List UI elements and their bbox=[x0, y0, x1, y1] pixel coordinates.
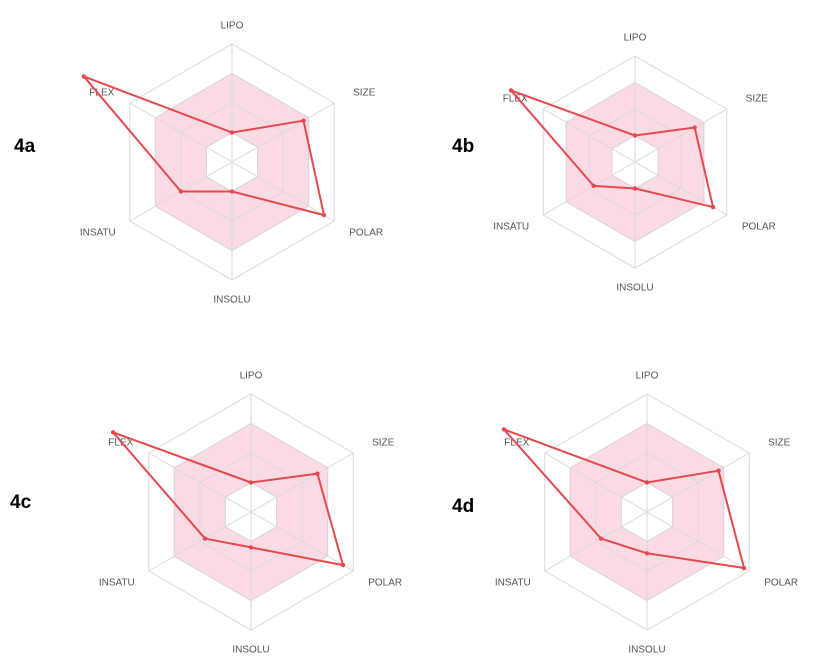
axis-spoke bbox=[542, 161, 636, 216]
axis-spoke bbox=[231, 102, 335, 163]
axis-spoke bbox=[544, 452, 648, 513]
axis-label-lipo: LIPO bbox=[221, 21, 244, 32]
axis-label-insatu: INSATU bbox=[495, 578, 531, 589]
data-point-size bbox=[315, 471, 320, 476]
axis-spoke bbox=[542, 108, 636, 163]
data-point-size bbox=[692, 125, 697, 130]
data-point-polar bbox=[741, 565, 747, 571]
axis-label-polar: POLAR bbox=[742, 222, 776, 233]
data-point-size bbox=[716, 468, 721, 473]
data-point-lipo bbox=[632, 133, 638, 138]
axis-spoke bbox=[148, 511, 252, 572]
axis-spoke bbox=[250, 452, 354, 513]
axis-spoke bbox=[634, 108, 728, 163]
panel-label-4d: 4d bbox=[452, 496, 475, 517]
data-point-insolu bbox=[248, 545, 254, 550]
axis-label-insolu: INSOLU bbox=[213, 295, 250, 306]
data-point-flex bbox=[81, 74, 87, 79]
data-point-lipo bbox=[248, 480, 254, 485]
axis-label-size: SIZE bbox=[372, 438, 395, 449]
data-point-flex bbox=[501, 427, 507, 432]
axis-label-flex: FLEX bbox=[503, 94, 528, 105]
axis-label-polar: POLAR bbox=[764, 578, 798, 589]
axis-label-insatu: INSATU bbox=[99, 578, 135, 589]
radar-chart-4c: LIPO SIZE POLAR INSOLU INSATU FLEX bbox=[99, 371, 402, 656]
axis-spoke bbox=[129, 102, 233, 163]
axis-label-size: SIZE bbox=[746, 94, 769, 105]
data-point-flex bbox=[508, 88, 514, 93]
axis-label-polar: POLAR bbox=[368, 578, 402, 589]
axis-label-size: SIZE bbox=[353, 88, 376, 99]
data-point-insolu bbox=[632, 186, 638, 191]
axis-label-lipo: LIPO bbox=[636, 371, 659, 382]
data-point-insolu bbox=[644, 551, 650, 556]
data-point-lipo bbox=[229, 130, 235, 135]
data-point-insolu bbox=[229, 189, 235, 194]
axis-label-insolu: INSOLU bbox=[616, 283, 653, 294]
data-point-insatu bbox=[598, 536, 604, 541]
axis-label-insatu: INSATU bbox=[493, 222, 529, 233]
data-point-size bbox=[301, 118, 306, 123]
axis-label-flex: FLEX bbox=[108, 438, 133, 449]
axis-spoke bbox=[646, 452, 750, 513]
data-point-insatu bbox=[202, 536, 208, 541]
axis-spoke bbox=[148, 452, 252, 513]
axis-label-flex: FLEX bbox=[89, 88, 114, 99]
axis-label-insatu: INSATU bbox=[80, 228, 116, 239]
axis-label-lipo: LIPO bbox=[240, 371, 263, 382]
axis-label-insolu: INSOLU bbox=[232, 645, 269, 656]
data-point-lipo bbox=[644, 480, 650, 485]
axis-spoke bbox=[231, 161, 335, 222]
axis-label-lipo: LIPO bbox=[624, 33, 647, 44]
radar-chart-4b: LIPO SIZE POLAR INSOLU INSATU FLEX bbox=[493, 33, 776, 294]
data-point-polar bbox=[321, 212, 327, 218]
data-point-polar bbox=[340, 562, 346, 568]
data-point-flex bbox=[110, 430, 116, 435]
axis-spoke bbox=[250, 511, 354, 572]
data-point-insatu bbox=[591, 183, 596, 189]
panel-label-4a: 4a bbox=[14, 136, 36, 157]
axis-label-polar: POLAR bbox=[349, 228, 383, 239]
axis-label-insolu: INSOLU bbox=[628, 645, 665, 656]
axis-label-size: SIZE bbox=[768, 438, 791, 449]
axis-spoke bbox=[646, 511, 750, 572]
data-point-insatu bbox=[178, 189, 184, 194]
radar-chart-4a: LIPO SIZE POLAR INSOLU INSATU FLEX bbox=[80, 21, 383, 306]
axis-spoke bbox=[544, 511, 648, 572]
data-point-polar bbox=[710, 204, 716, 210]
panel-label-4b: 4b bbox=[452, 136, 475, 157]
panel-label-4c: 4c bbox=[10, 492, 32, 513]
